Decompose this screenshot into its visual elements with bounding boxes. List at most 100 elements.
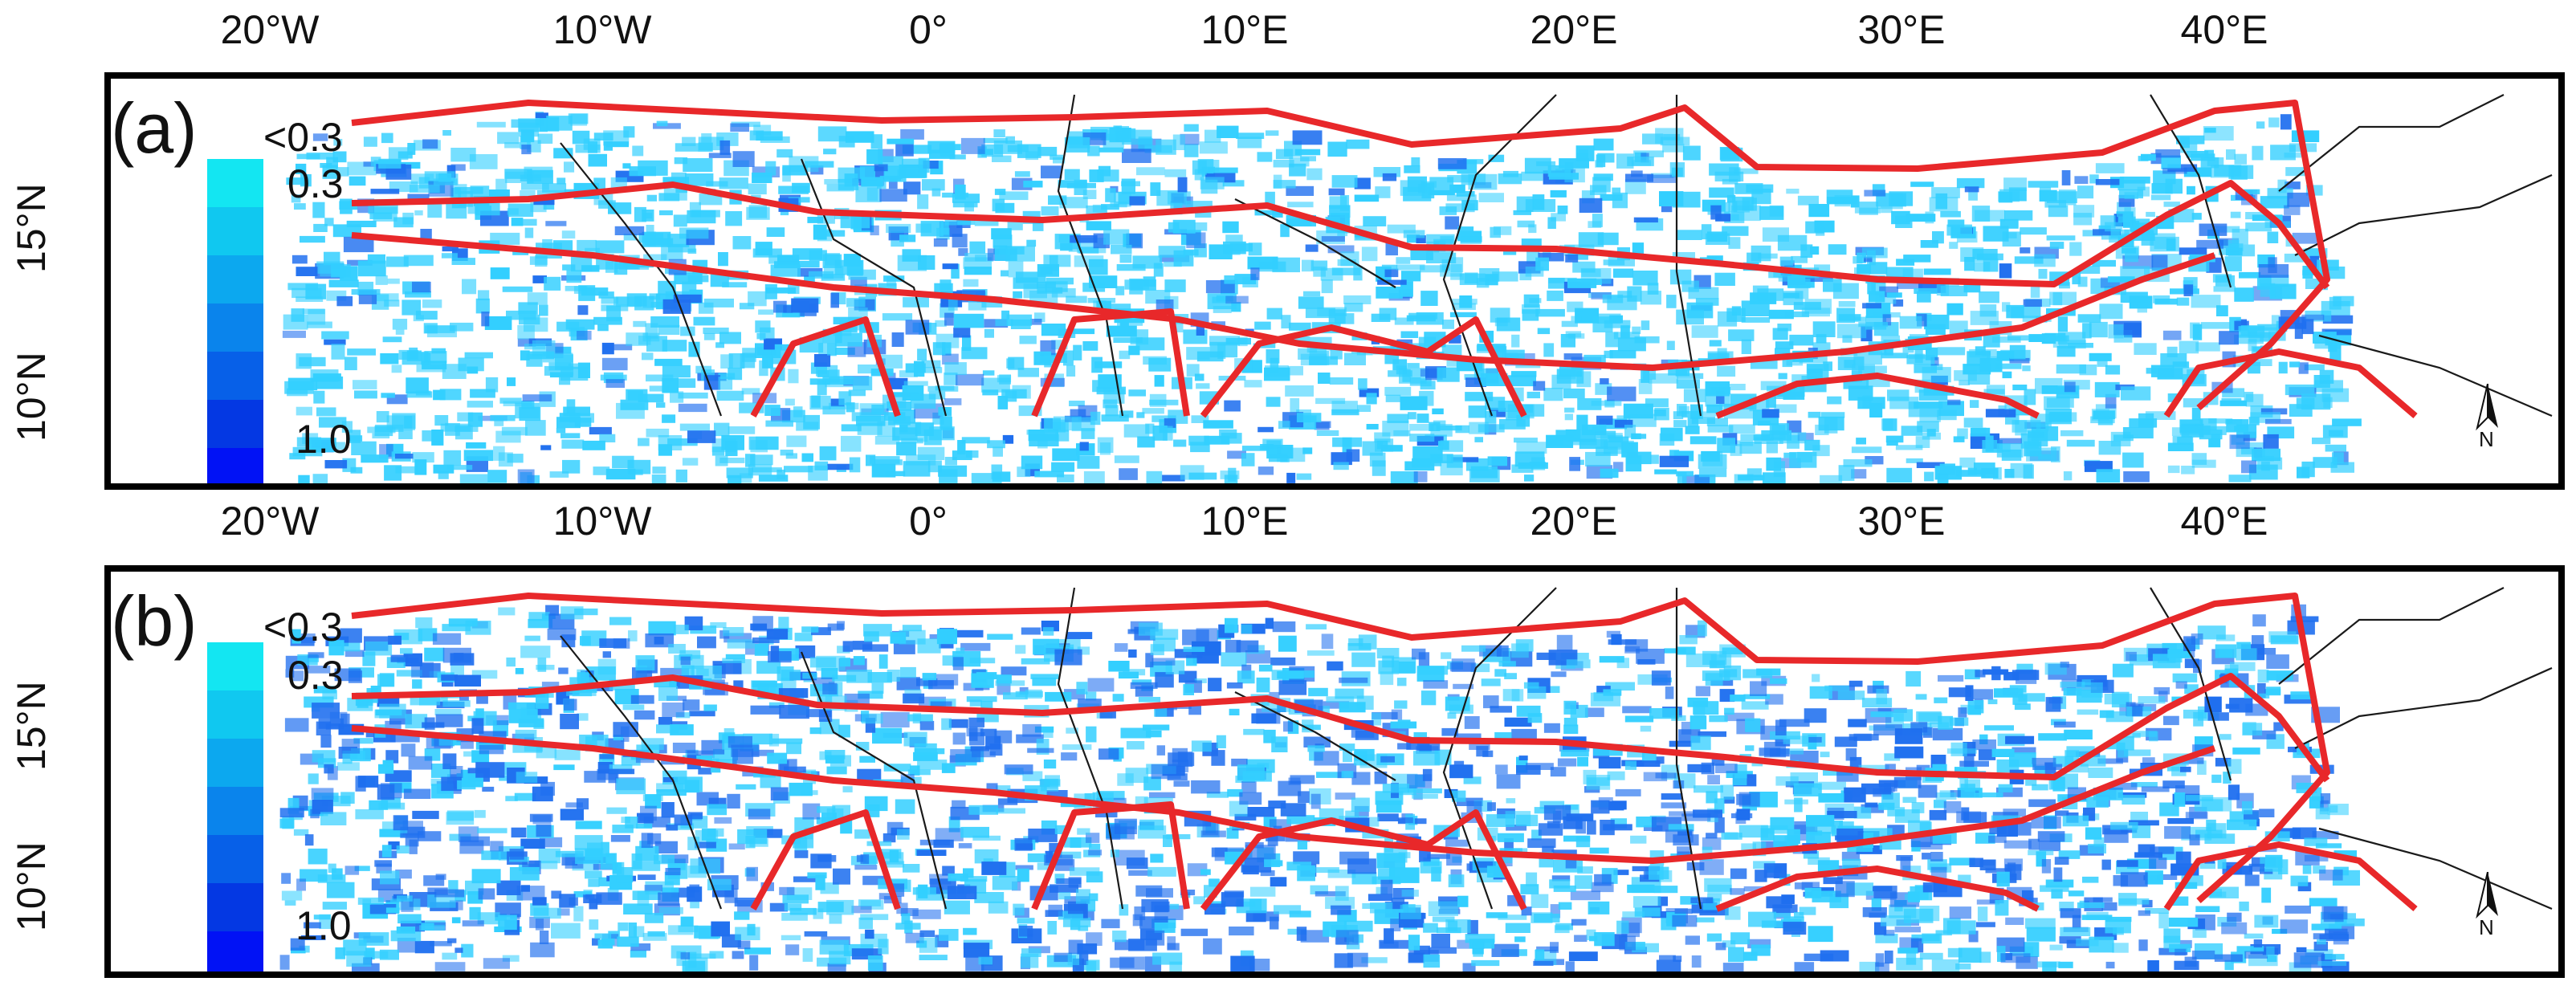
signal-cell (1917, 291, 1931, 303)
signal-cell (516, 886, 545, 901)
signal-cell (1939, 463, 1955, 475)
signal-cell (2059, 282, 2070, 289)
signal-cell (1456, 191, 1475, 197)
signal-cell (1333, 462, 1349, 470)
signal-cell (2268, 631, 2297, 643)
signal-cell (574, 418, 592, 427)
signal-cell (1180, 928, 1209, 936)
signal-cell (2195, 906, 2220, 912)
signal-cell (1636, 817, 1657, 828)
signal-cell (999, 374, 1011, 385)
signal-cell (2007, 862, 2016, 877)
signal-cell (1729, 167, 1741, 182)
signal-cell (1132, 914, 1143, 927)
signal-cell (1229, 708, 1240, 715)
signal-cell (680, 326, 695, 336)
signal-cell (1052, 448, 1080, 462)
signal-cell (1390, 471, 1418, 483)
signal-cell (1357, 405, 1372, 412)
signal-cell (1017, 918, 1035, 924)
signal-cell (1245, 910, 1266, 923)
signal-cell (634, 710, 655, 720)
signal-cell (1665, 686, 1674, 699)
signal-cell (504, 142, 521, 149)
signal-cell (2045, 409, 2072, 425)
signal-cell (1593, 173, 1613, 181)
signal-cell (681, 665, 695, 677)
signal-cell (1536, 946, 1559, 951)
signal-cell (520, 838, 545, 849)
signal-cell (902, 625, 922, 632)
map-canvas-a (282, 94, 2553, 483)
signal-cell (895, 799, 915, 814)
signal-cell (1266, 397, 1281, 407)
signal-cell (1779, 432, 1807, 444)
signal-cell (1015, 645, 1026, 654)
signal-cell (1457, 226, 1474, 232)
signal-cell (842, 786, 853, 792)
signal-cell (1935, 792, 1957, 800)
signal-cell (1783, 291, 1804, 306)
signal-cell (1723, 796, 1735, 804)
signal-cell (1321, 633, 1334, 650)
signal-cell (1145, 930, 1165, 946)
signal-cell (1779, 719, 1810, 727)
signal-cell (850, 276, 867, 287)
signal-cell (962, 335, 972, 351)
signal-cell (1105, 405, 1119, 417)
signal-cell (770, 787, 789, 800)
signal-cell (1348, 638, 1363, 646)
signal-cell (446, 810, 474, 821)
signal-cell (2101, 902, 2117, 911)
signal-cell (944, 373, 958, 385)
signal-cell (1257, 152, 1273, 162)
signal-cell (1758, 253, 1778, 259)
signal-cell (1743, 886, 1764, 892)
signal-cell (1470, 663, 1490, 673)
signal-cell (1162, 475, 1185, 482)
signal-cell (1949, 242, 1958, 249)
signal-cell (296, 267, 318, 276)
signal-cell (1266, 130, 1279, 136)
signal-cell (1563, 718, 1578, 727)
signal-cell (385, 750, 399, 764)
signal-cell (1526, 391, 1540, 399)
signal-cell (1698, 620, 1707, 637)
signal-cell (2120, 828, 2138, 833)
signal-cell (910, 393, 936, 409)
signal-cell (1446, 850, 1462, 866)
signal-cell (649, 385, 670, 392)
signal-cell (1701, 762, 1714, 775)
signal-cell (2163, 202, 2180, 207)
signal-cell (1420, 181, 1437, 188)
signal-cell (2200, 157, 2219, 169)
signal-cell (1258, 261, 1286, 272)
signal-cell (1306, 168, 1323, 181)
signal-cell (1741, 339, 1751, 354)
signal-cell (982, 389, 999, 396)
signal-cell (1566, 659, 1591, 669)
signal-cell (520, 350, 530, 360)
signal-cell (450, 322, 474, 332)
signal-cell (1774, 404, 1797, 413)
signal-cell (993, 129, 1005, 137)
signal-cell (2117, 748, 2128, 758)
lat-label-a-10n: 10°N (9, 352, 54, 442)
signal-cell (1511, 334, 1520, 348)
lat-label-b-10n: 10°N (9, 841, 54, 931)
signal-cell (1289, 157, 1310, 167)
signal-cell (1135, 337, 1165, 351)
signal-cell (601, 342, 614, 355)
signal-cell (1810, 246, 1820, 255)
signal-cell (2009, 685, 2027, 693)
signal-cell (1653, 886, 1678, 894)
signal-cell (446, 465, 473, 470)
legend-upper-label: 0.3 (287, 161, 344, 206)
signal-cell (2161, 155, 2181, 169)
signal-cell (1559, 742, 1590, 752)
signal-cell (1593, 692, 1614, 702)
signal-cell (2007, 335, 2032, 341)
signal-cell (350, 466, 363, 474)
signal-cell (1514, 451, 1545, 467)
signal-cell (1677, 373, 1704, 379)
